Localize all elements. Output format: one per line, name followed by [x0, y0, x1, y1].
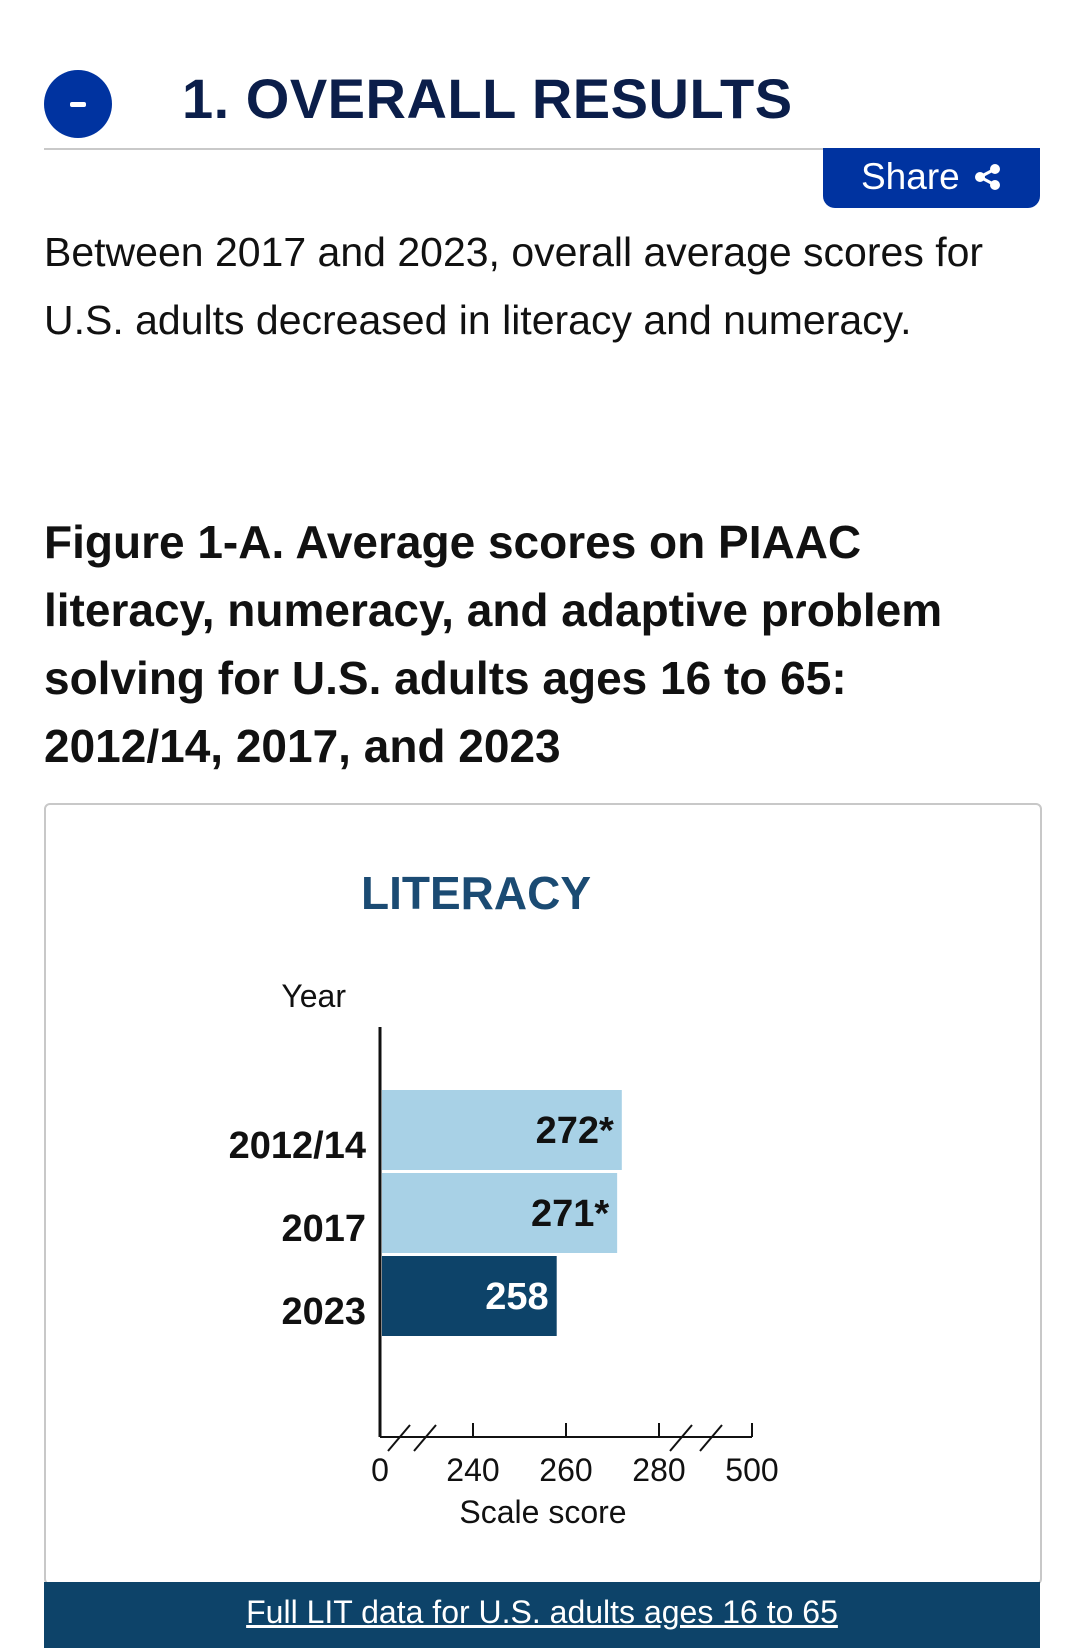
- bar-2012-14: [382, 1090, 622, 1170]
- share-button[interactable]: Share: [823, 148, 1040, 208]
- axis-break-mark: [669, 1424, 723, 1452]
- collapse-button[interactable]: [44, 70, 112, 138]
- section-header: 1. OVERALL RESULTS: [44, 58, 1040, 150]
- value-label: 272*: [536, 1110, 614, 1152]
- share-icon: [975, 164, 1000, 190]
- value-label: 258: [485, 1276, 548, 1318]
- x-tick-label: 0: [371, 1452, 389, 1488]
- axis-break-mark: [387, 1424, 437, 1452]
- minus-icon: [70, 102, 86, 107]
- literacy-chart: LITERACY Year Scale score 272* 2012/14 271…: [229, 867, 779, 1530]
- chart-card: LITERACY Year Scale score 272* 2012/14 271…: [44, 803, 1042, 1585]
- category-label: 2017: [281, 1208, 366, 1250]
- chart-title: LITERACY: [361, 867, 591, 919]
- x-axis-label: Scale score: [459, 1494, 626, 1530]
- value-label: 271*: [531, 1193, 609, 1235]
- x-tick-label: 500: [725, 1452, 778, 1488]
- x-tick-label: 280: [632, 1452, 685, 1488]
- category-label: 2023: [281, 1291, 366, 1333]
- bar-2017: [382, 1173, 618, 1253]
- section-title: 1. OVERALL RESULTS: [182, 67, 793, 130]
- intro-text: Between 2017 and 2023, overall average s…: [44, 229, 984, 343]
- share-label: Share: [861, 156, 960, 197]
- y-axis-label: Year: [281, 978, 346, 1014]
- category-label: 2012/14: [229, 1125, 366, 1167]
- data-link-bar: Full LIT data for U.S. adults ages 16 to…: [44, 1582, 1040, 1648]
- x-tick-label: 240: [446, 1452, 499, 1488]
- full-data-link[interactable]: Full LIT data for U.S. adults ages 16 to…: [246, 1594, 838, 1630]
- x-tick-label: 260: [539, 1452, 592, 1488]
- bar-2023: [382, 1256, 557, 1336]
- figure-title: Figure 1-A. Average scores on PIAAC lite…: [44, 516, 943, 772]
